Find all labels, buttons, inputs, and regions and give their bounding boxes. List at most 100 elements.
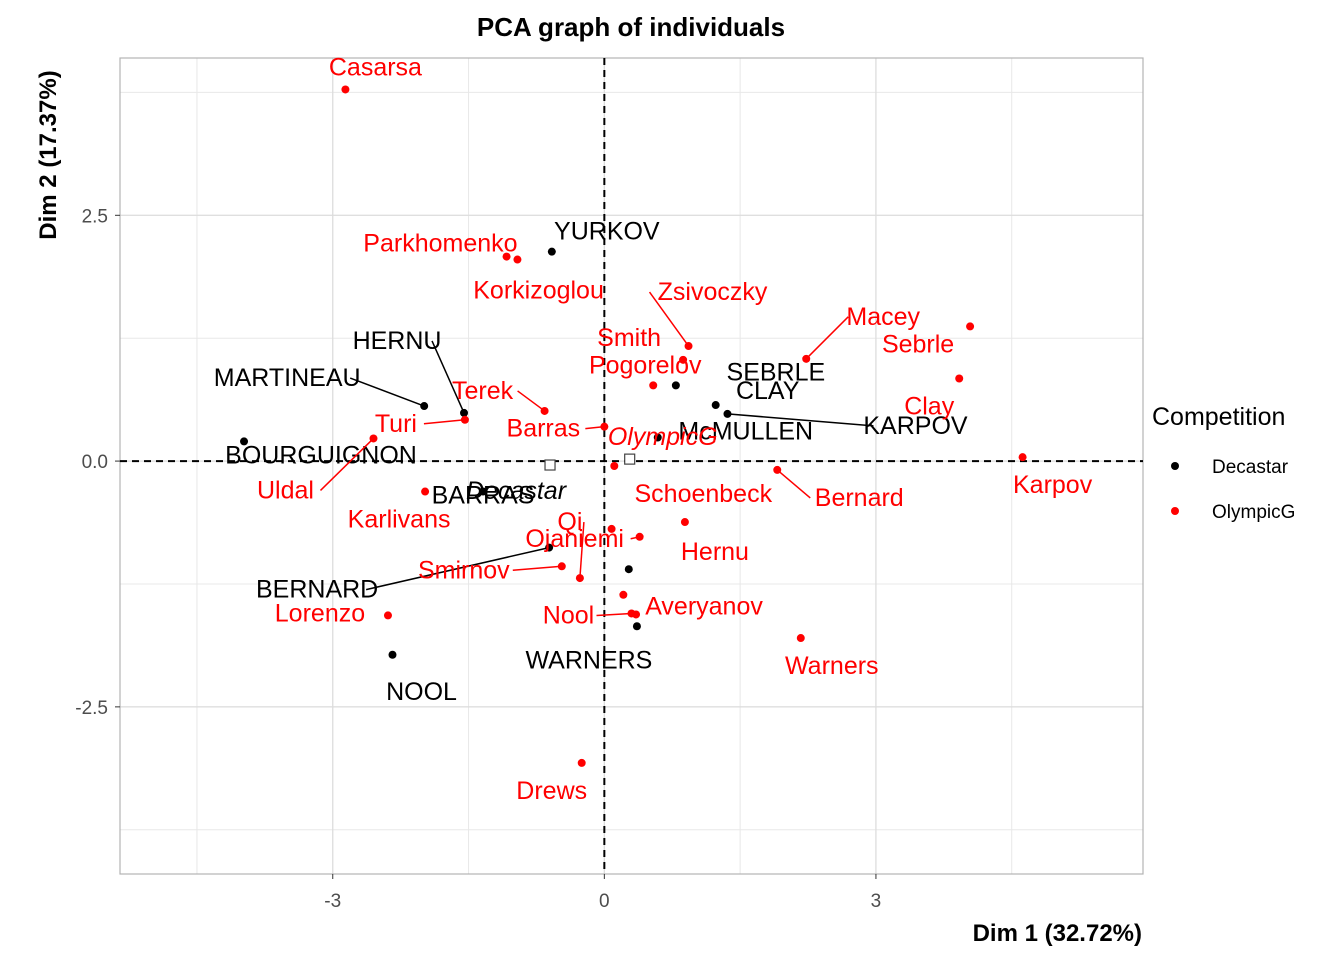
y-tick-label: 2.5 xyxy=(82,206,108,227)
decastar-point-leader-line xyxy=(431,340,465,414)
x-axis-title: Dim 1 (32.72%) xyxy=(973,920,1142,947)
olympicg-point-leader-line xyxy=(423,419,465,425)
olympicg-point-leader-line xyxy=(585,425,605,430)
olympicg-point xyxy=(1018,453,1027,462)
olympicg-point xyxy=(610,462,619,470)
legend: Decastar OlympicG xyxy=(1171,457,1295,523)
olympicg-point xyxy=(341,85,350,94)
olympicg-point-label: Smirnov xyxy=(418,556,510,584)
olympicg-point-leader-line xyxy=(512,565,562,572)
olympicg-point xyxy=(619,590,628,599)
olympicg-point-label: Terek xyxy=(452,377,514,405)
decastar-point-label: BERNARD xyxy=(256,576,378,604)
centroid-label-olympicg: OlympicG xyxy=(608,423,718,451)
olympicg-point-label: Warners xyxy=(785,652,879,680)
decastar-point-leader-line xyxy=(365,546,550,591)
olympicg-point-label: Sebrle xyxy=(882,330,954,358)
decastar-point-label: BARRAS xyxy=(432,482,535,510)
olympicg-point-label: Turi xyxy=(375,410,417,438)
olympicg-point-label: Lorenzo xyxy=(275,599,365,627)
decastar-point-label: WARNERS xyxy=(526,646,653,674)
legend-label-decastar: Decastar xyxy=(1212,457,1289,478)
olympicg-point-leader-line xyxy=(805,316,849,360)
decastar-point xyxy=(624,565,633,574)
olympicg-point-label: Hernu xyxy=(681,538,749,566)
olympicg-point xyxy=(502,252,511,261)
legend-key-decastar xyxy=(1171,462,1179,470)
olympicg-point-label: Smith xyxy=(597,324,661,352)
plot-panel-border xyxy=(119,57,1144,875)
olympicg-point-label: Nool xyxy=(543,601,594,629)
centroid-marker-olympicg xyxy=(624,453,636,465)
legend-label-olympicg: OlympicG xyxy=(1212,502,1295,523)
olympicg-point xyxy=(679,355,688,364)
legend-title: Competition xyxy=(1152,403,1285,431)
olympicg-point xyxy=(607,524,616,533)
decastar-point xyxy=(240,437,249,446)
olympicg-point-label: Barras xyxy=(507,415,581,443)
decastar-point-label: HERNU xyxy=(353,327,442,355)
olympicg-point xyxy=(577,758,586,767)
decastar-point-leader-line xyxy=(349,377,425,407)
olympicg-point-leader-line xyxy=(776,469,811,499)
olympicg-point-label: Bernard xyxy=(815,484,904,512)
decastar-point xyxy=(632,622,641,631)
y-tick-label: -2.5 xyxy=(75,698,108,719)
decastar-point-label: KARPOV xyxy=(863,412,968,440)
olympicg-point-label: Karpov xyxy=(1013,471,1093,499)
olympicg-point-label: Macey xyxy=(846,303,920,331)
decastar-point-label: CLAY xyxy=(736,377,800,405)
olympicg-point-label: Schoenbeck xyxy=(634,480,772,508)
x-tick-label: 0 xyxy=(599,891,610,912)
olympicg-point-label: Zsivoczky xyxy=(658,278,768,306)
olympicg-point-label: Clay xyxy=(904,393,955,421)
decastar-point xyxy=(547,247,556,256)
olympicg-point xyxy=(383,611,392,620)
olympicg-point-leader-line xyxy=(630,536,640,540)
olympicg-point-label: Qi xyxy=(557,508,582,536)
olympicg-point-label: Karlivans xyxy=(348,506,451,534)
olympicg-point xyxy=(680,518,689,527)
decastar-point xyxy=(671,381,680,390)
x-tick-label: 3 xyxy=(871,891,882,912)
olympicg-point-label: Drews xyxy=(516,777,587,805)
olympicg-point-label: Pogorelov xyxy=(589,351,702,379)
olympicg-point-leader-line xyxy=(319,437,375,492)
y-axis-title: Dim 2 (17.37%) xyxy=(35,70,62,239)
olympicg-point xyxy=(955,374,964,383)
olympicg-point-label: Parkhomenko xyxy=(363,230,517,258)
decastar-point-label: McMULLEN xyxy=(678,417,813,445)
olympicg-point-leader-line xyxy=(579,522,585,579)
decastar-point xyxy=(711,401,720,410)
decastar-point xyxy=(653,433,662,442)
olympicg-point-label: Uldal xyxy=(257,476,314,504)
chart-title: PCA graph of individuals xyxy=(477,12,785,42)
y-tick-label: 0.0 xyxy=(82,452,108,473)
olympicg-point xyxy=(421,487,430,496)
olympicg-point-label: Casarsa xyxy=(329,53,422,81)
olympicg-point-leader-line xyxy=(596,612,632,617)
legend-key-olympicg xyxy=(1171,507,1179,515)
olympicg-point xyxy=(632,610,641,619)
olympicg-point xyxy=(796,634,805,643)
decastar-point-label: NOOL xyxy=(386,678,457,706)
olympicg-point-label: Averyanov xyxy=(645,592,763,620)
decastar-point-label: MARTINEAU xyxy=(214,364,361,392)
olympicg-point-label: Korkizoglou xyxy=(473,277,604,305)
decastar-point-label: YURKOV xyxy=(554,218,660,246)
decastar-point-label: BOURGUIGNON xyxy=(225,441,417,469)
decastar-point-label: SEBRLE xyxy=(727,358,826,386)
centroid-label-decastar: Decastar xyxy=(466,477,568,505)
decastar-point xyxy=(388,650,397,659)
x-tick-label: -3 xyxy=(324,891,341,912)
centroid-marker-decastar xyxy=(544,459,556,471)
olympicg-point xyxy=(513,255,522,264)
decastar-point xyxy=(479,487,488,496)
decastar-point-leader-line xyxy=(727,413,874,427)
olympicg-point-leader-line xyxy=(517,390,546,412)
olympicg-point xyxy=(649,381,658,390)
olympicg-point-leader-line xyxy=(648,291,690,347)
